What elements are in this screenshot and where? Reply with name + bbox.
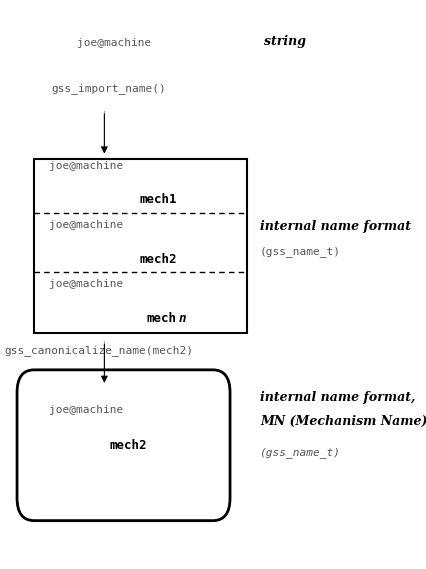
Text: (gss_name_t): (gss_name_t) [260, 246, 341, 257]
Text: (gss_name_t): (gss_name_t) [260, 447, 341, 458]
Text: joe@machine: joe@machine [49, 405, 123, 415]
Text: MN (Mechanism Name): MN (Mechanism Name) [260, 415, 426, 428]
FancyBboxPatch shape [34, 159, 247, 333]
Text: mech1: mech1 [139, 193, 177, 207]
Text: string: string [264, 35, 306, 48]
Text: gss_import_name(): gss_import_name() [51, 83, 166, 94]
Text: joe@machine: joe@machine [49, 279, 123, 289]
Text: internal name format,: internal name format, [260, 391, 415, 404]
Text: joe@machine: joe@machine [49, 160, 123, 171]
FancyBboxPatch shape [17, 370, 230, 521]
Text: internal name format: internal name format [260, 220, 411, 233]
Text: n: n [179, 312, 187, 325]
Text: mech2: mech2 [139, 253, 177, 266]
Text: mech: mech [147, 312, 177, 325]
Text: joe@machine: joe@machine [49, 220, 123, 230]
Text: gss_canonicalize_name(mech2): gss_canonicalize_name(mech2) [4, 345, 193, 356]
Text: joe@machine: joe@machine [77, 38, 151, 48]
Text: mech2: mech2 [109, 439, 147, 452]
